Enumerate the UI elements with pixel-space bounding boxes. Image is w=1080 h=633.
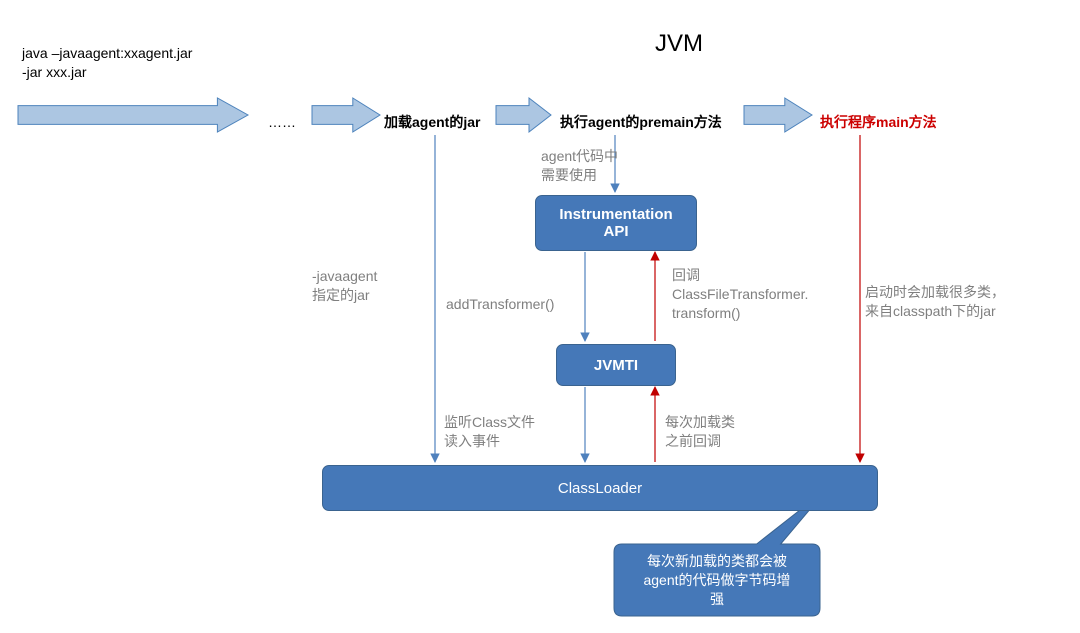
label-callback: 回调 ClassFileTransformer. transform() xyxy=(672,266,808,323)
label-listen: 监听Class文件 读入事件 xyxy=(444,413,535,451)
arrow3 xyxy=(496,98,551,132)
cmd-text: java –javaagent:xxagent.jar -jar xxx.jar xyxy=(22,44,192,82)
arrow2 xyxy=(312,98,380,132)
label-ellipsis: …… xyxy=(268,113,296,132)
label-agentUse: agent代码中 需要使用 xyxy=(541,147,618,185)
diagram-stage: 每次新加载的类都会被 agent的代码做字节码增 强 Instrumentatio… xyxy=(0,0,1080,633)
node-jvmti: JVMTI xyxy=(556,344,676,386)
title-jvm: JVM xyxy=(655,28,703,60)
arrow4 xyxy=(744,98,812,132)
node-classloader: ClassLoader xyxy=(322,465,878,511)
label-loadAgent: 加载agent的jar xyxy=(384,113,480,132)
label-main: 执行程序main方法 xyxy=(820,113,937,132)
label-javaagent: -javaagent 指定的jar xyxy=(312,267,377,305)
label-premain: 执行agent的premain方法 xyxy=(560,113,722,132)
label-startup: 启动时会加载很多类， 来自classpath下的jar xyxy=(865,283,1005,321)
label-addTransformer: addTransformer() xyxy=(446,295,554,314)
node-instrumentation-api: Instrumentation API xyxy=(535,195,697,251)
label-before: 每次加载类 之前回调 xyxy=(665,413,735,451)
arrow1 xyxy=(18,98,248,132)
callout-text: 每次新加载的类都会被 agent的代码做字节码增 强 xyxy=(624,552,810,609)
